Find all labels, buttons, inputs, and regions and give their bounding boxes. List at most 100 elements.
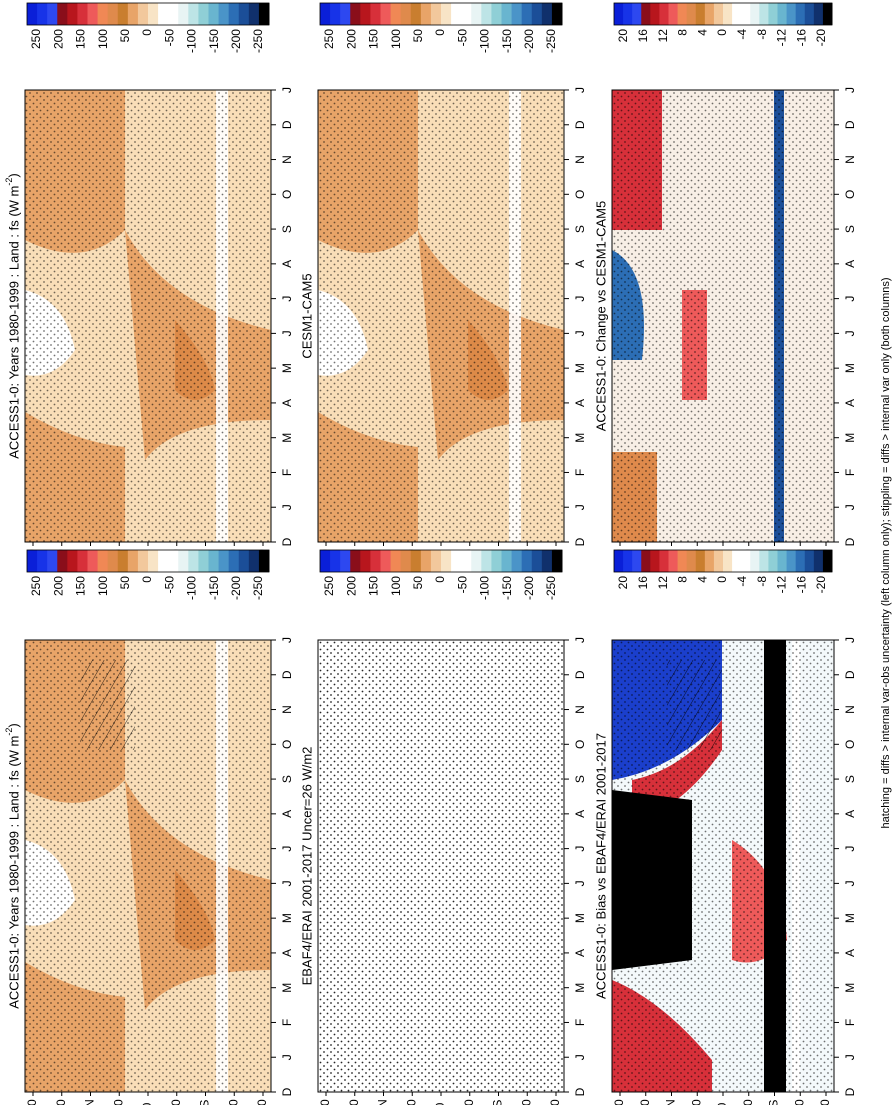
lat-tick-label: 60 xyxy=(226,1099,240,1105)
colorbar-swatch xyxy=(97,550,109,572)
colorbar-swatch xyxy=(77,550,88,572)
colorbar-label: 250 xyxy=(322,576,336,596)
month-tick-label: S xyxy=(280,775,294,783)
colorbar-swatch xyxy=(37,3,48,25)
colorbar-swatch xyxy=(57,550,68,572)
colorbar-swatch xyxy=(410,550,422,572)
colorbar-swatch xyxy=(380,3,392,25)
month-tick-label: O xyxy=(280,740,294,749)
panel-title: ACCESS1-0: Years 1980-1999 : Land : fs (… xyxy=(4,723,21,1009)
lat-tick-label: 60 xyxy=(638,1099,652,1105)
month-tick-label: S xyxy=(573,225,587,233)
colorbar-swatch xyxy=(400,550,412,572)
colorbar-swatch xyxy=(107,550,119,572)
month-tick-label: M xyxy=(573,983,587,993)
colorbar-swatch xyxy=(750,3,760,25)
colorbar-swatch xyxy=(248,3,260,25)
month-tick-label: J xyxy=(573,296,587,302)
colorbar-swatch xyxy=(228,3,240,25)
colorbar-swatch xyxy=(320,550,331,572)
month-tick-label: D xyxy=(573,1087,587,1096)
colorbar-swatch xyxy=(541,550,553,572)
colorbar-label: 100 xyxy=(389,576,403,596)
colorbar-label: 0 xyxy=(140,576,154,583)
month-tick-label: F xyxy=(843,1019,857,1026)
colorbar-label: 200 xyxy=(344,29,358,49)
month-tick-label: M xyxy=(280,983,294,993)
colorbar-swatch xyxy=(330,550,341,572)
hatching xyxy=(667,660,722,750)
colorbar-label: 100 xyxy=(96,576,110,596)
colorbar-swatch xyxy=(360,550,371,572)
month-tick-label: J xyxy=(280,846,294,852)
colorbar-swatch xyxy=(659,3,669,25)
month-tick-label: A xyxy=(573,260,587,268)
colorbar-swatch xyxy=(677,3,688,25)
colorbar-label: 20 xyxy=(616,29,630,43)
month-tick-label: M xyxy=(843,363,857,373)
colorbar-swatch xyxy=(47,550,58,572)
colorbar-swatch xyxy=(350,550,361,572)
panel-tr: DJFMAMJJASONDJ8060°N20020°S6080ACCESS1-0… xyxy=(4,2,294,563)
panel-br: DJFMAMJJASONDJ8060°N20020°S6080ACCESS1-0… xyxy=(593,2,857,563)
colorbar-label: -4 xyxy=(735,29,749,40)
month-tick-label: N xyxy=(843,155,857,164)
stippling xyxy=(25,90,271,542)
colorbar-swatch xyxy=(258,3,270,25)
colorbar-label: -150 xyxy=(500,576,514,600)
colorbar-swatch xyxy=(795,3,806,25)
colorbar-swatch xyxy=(228,550,240,572)
month-tick-label: A xyxy=(280,810,294,818)
month-tick-label: J xyxy=(843,330,857,336)
colorbar-label: -20 xyxy=(814,29,828,47)
colorbar-label: -50 xyxy=(162,29,176,47)
month-tick-label: J xyxy=(280,296,294,302)
colorbar-swatch xyxy=(777,550,788,572)
colorbar-swatch xyxy=(370,550,381,572)
colorbar-swatch xyxy=(501,3,513,25)
colorbar-label: 100 xyxy=(389,29,403,49)
panel-title: ACCESS1-0: Years 1980-1999 : Land : fs (… xyxy=(4,173,21,459)
lat-tick-label: 80 xyxy=(548,1099,562,1105)
colorbar-swatch xyxy=(178,3,189,25)
colorbar-swatch xyxy=(420,550,432,572)
colorbar-label: -8 xyxy=(755,576,769,587)
colorbar-swatch xyxy=(148,550,159,572)
lat-tick-label: °N xyxy=(664,1099,678,1105)
colorbar-swatch xyxy=(158,550,169,572)
lat-tick-label: °S xyxy=(767,1100,781,1105)
stippling xyxy=(318,90,564,542)
colorbar-swatch xyxy=(759,550,769,572)
colorbar-swatch xyxy=(461,3,472,25)
month-tick-label: S xyxy=(843,225,857,233)
colorbar-label: -4 xyxy=(735,576,749,587)
stippling xyxy=(318,640,564,1092)
month-tick-label: S xyxy=(280,225,294,233)
lat-tick-label: 20 xyxy=(689,1099,703,1105)
colorbar-label: 250 xyxy=(29,576,43,596)
colorbar-label: 0 xyxy=(715,29,729,36)
month-tick-label: S xyxy=(843,775,857,783)
lat-tick-label: 80 xyxy=(318,1099,332,1105)
colorbar-swatch xyxy=(430,550,442,572)
colorbar-swatch xyxy=(768,3,778,25)
colorbar-label: 50 xyxy=(411,576,425,590)
colorbar-swatch xyxy=(370,3,381,25)
colorbar-swatch xyxy=(481,550,492,572)
month-tick-label: M xyxy=(843,983,857,993)
colorbar-swatch xyxy=(47,3,58,25)
month-tick-label: D xyxy=(843,1087,857,1096)
colorbar-label: 8 xyxy=(676,29,690,36)
month-tick-label: A xyxy=(843,260,857,268)
colorbar-swatch xyxy=(451,550,462,572)
lat-tick-label: 60 xyxy=(519,1099,533,1105)
stippling xyxy=(25,640,271,1092)
colorbar-label: -200 xyxy=(522,29,536,53)
colorbar-label: -200 xyxy=(522,576,536,600)
footnote: hatching = diffs > internal var-obs unce… xyxy=(880,277,892,828)
month-tick-label: M xyxy=(280,913,294,923)
month-tick-label: M xyxy=(573,363,587,373)
colorbar-swatch xyxy=(491,3,502,25)
colorbar-swatch xyxy=(695,3,706,25)
colorbar-label: -50 xyxy=(162,576,176,594)
